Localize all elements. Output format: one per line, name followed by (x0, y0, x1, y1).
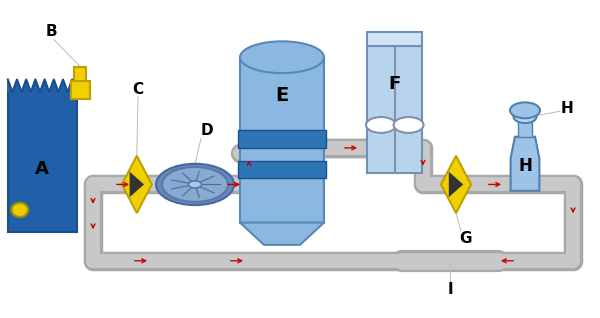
Text: G: G (459, 231, 471, 246)
Text: I: I (447, 282, 453, 297)
FancyBboxPatch shape (71, 81, 90, 99)
FancyBboxPatch shape (240, 57, 324, 223)
Circle shape (188, 181, 202, 188)
FancyBboxPatch shape (74, 67, 86, 81)
Text: A: A (35, 160, 49, 178)
Text: E: E (275, 86, 289, 105)
Polygon shape (441, 156, 471, 213)
FancyBboxPatch shape (367, 46, 422, 173)
FancyBboxPatch shape (238, 161, 326, 178)
Text: H: H (518, 157, 532, 176)
Polygon shape (8, 80, 77, 92)
Text: D: D (200, 123, 214, 138)
Ellipse shape (240, 41, 324, 73)
Text: H: H (560, 100, 574, 116)
Circle shape (510, 102, 540, 118)
Ellipse shape (11, 203, 28, 217)
Text: C: C (133, 81, 143, 97)
Polygon shape (511, 137, 539, 191)
Polygon shape (449, 172, 463, 197)
FancyBboxPatch shape (518, 122, 532, 137)
Polygon shape (130, 172, 144, 197)
Circle shape (394, 117, 424, 133)
Circle shape (162, 167, 228, 202)
Circle shape (366, 117, 396, 133)
Polygon shape (240, 223, 324, 245)
Polygon shape (122, 156, 152, 213)
FancyBboxPatch shape (238, 130, 326, 148)
Ellipse shape (514, 110, 536, 123)
Text: B: B (45, 24, 57, 39)
Circle shape (156, 164, 234, 205)
Text: F: F (389, 75, 401, 93)
FancyBboxPatch shape (8, 92, 77, 232)
FancyBboxPatch shape (367, 32, 422, 46)
